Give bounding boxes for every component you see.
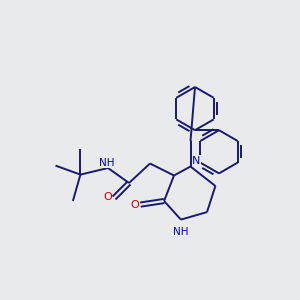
Text: N: N — [192, 155, 201, 166]
Text: O: O — [130, 200, 140, 210]
Text: O: O — [103, 191, 112, 202]
Text: NH: NH — [173, 226, 189, 237]
Text: NH: NH — [99, 158, 114, 168]
